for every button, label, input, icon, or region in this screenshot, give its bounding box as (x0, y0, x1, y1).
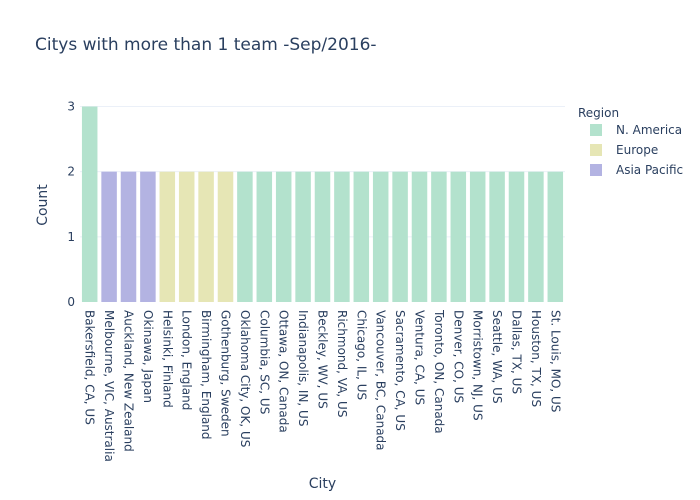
bar[interactable] (431, 171, 447, 302)
y-tick-label: 1 (67, 230, 75, 244)
chart-title: Citys with more than 1 team -Sep/2016- (35, 35, 377, 55)
bars (81, 106, 564, 302)
x-tick-label: Gothenburg, Sweden (219, 310, 233, 437)
bar[interactable] (120, 171, 137, 302)
legend-label[interactable]: N. America (616, 123, 682, 137)
x-tick-label: Houston, TX, US (529, 310, 543, 407)
bar[interactable] (295, 171, 311, 302)
bar[interactable] (508, 171, 525, 302)
x-tick-label: Bakersfield, CA, US (83, 310, 97, 425)
legend: Region N. America Europe Asia Pacific (578, 106, 683, 177)
x-tick-label: Seattle, WA, US (490, 310, 504, 404)
x-tick-label: St. Louis, MO, US (548, 310, 562, 412)
bar[interactable] (178, 171, 195, 302)
bar[interactable] (547, 171, 564, 302)
x-tick-label: Helsinki, Finland (160, 310, 174, 408)
x-tick-label: Melbourne, VIC, Australia (102, 310, 116, 462)
bar[interactable] (353, 171, 370, 302)
y-tick-label: 0 (67, 295, 75, 309)
x-tick-label: Sacramento, CA, US (393, 310, 407, 431)
x-tick-label: London, England (180, 310, 194, 410)
bar[interactable] (81, 106, 98, 302)
legend-swatch[interactable] (590, 164, 602, 176)
bar[interactable] (140, 171, 156, 302)
bar[interactable] (469, 171, 486, 302)
x-tick-label: Morristown, NJ, US (471, 310, 485, 421)
bar[interactable] (159, 171, 176, 302)
y-tick-labels: 0 1 2 3 (67, 100, 75, 309)
x-tick-label: Denver, CO, US (451, 310, 465, 403)
x-tick-label: Columbia, SC, US (257, 310, 271, 414)
bar[interactable] (198, 171, 214, 302)
x-tick-label: Richmond, VA, US (335, 310, 349, 417)
x-tick-label: Okinawa, Japan (141, 310, 155, 403)
bar[interactable] (372, 171, 389, 302)
bar[interactable] (489, 171, 505, 302)
legend-items: N. America Europe Asia Pacific (590, 123, 683, 177)
bar[interactable] (450, 171, 467, 302)
y-tick-label: 3 (67, 100, 75, 114)
x-tick-label: Chicago, IL, US (354, 310, 368, 400)
legend-label[interactable]: Asia Pacific (616, 163, 683, 177)
x-tick-labels: Bakersfield, CA, US Melbourne, VIC, Austr… (83, 309, 563, 462)
y-tick-label: 2 (67, 165, 75, 179)
bar[interactable] (237, 171, 253, 302)
x-tick-label: Vancouver, BC, Canada (374, 310, 388, 451)
bar[interactable] (314, 171, 331, 302)
bar[interactable] (334, 171, 350, 302)
x-tick-label: Birmingham, England (199, 310, 213, 440)
bar[interactable] (392, 171, 408, 302)
x-tick-label: Toronto, ON, Canada (432, 309, 446, 434)
bar[interactable] (101, 171, 117, 302)
bar[interactable] (256, 171, 273, 302)
legend-label[interactable]: Europe (616, 143, 658, 157)
x-tick-label: Ventura, CA, US (413, 310, 427, 405)
x-axis-title: City (309, 476, 336, 492)
x-tick-label: Auckland, New Zealand (122, 310, 136, 452)
legend-swatch[interactable] (590, 144, 602, 156)
bar[interactable] (275, 171, 292, 302)
x-tick-label: Ottawa, ON, Canada (277, 310, 291, 433)
x-tick-label: Dallas, TX, US (510, 310, 524, 394)
bar[interactable] (528, 171, 544, 302)
x-tick-label: Beckley, WV, US (316, 310, 330, 409)
legend-swatch[interactable] (590, 124, 602, 136)
x-tick-label: Indianapolis, IN, US (296, 310, 310, 426)
legend-title: Region (578, 106, 619, 120)
y-axis-title: Count (35, 184, 51, 226)
x-tick-label: Oklahoma City, OK, US (238, 310, 252, 447)
bar[interactable] (411, 171, 428, 302)
bar[interactable] (217, 171, 234, 302)
